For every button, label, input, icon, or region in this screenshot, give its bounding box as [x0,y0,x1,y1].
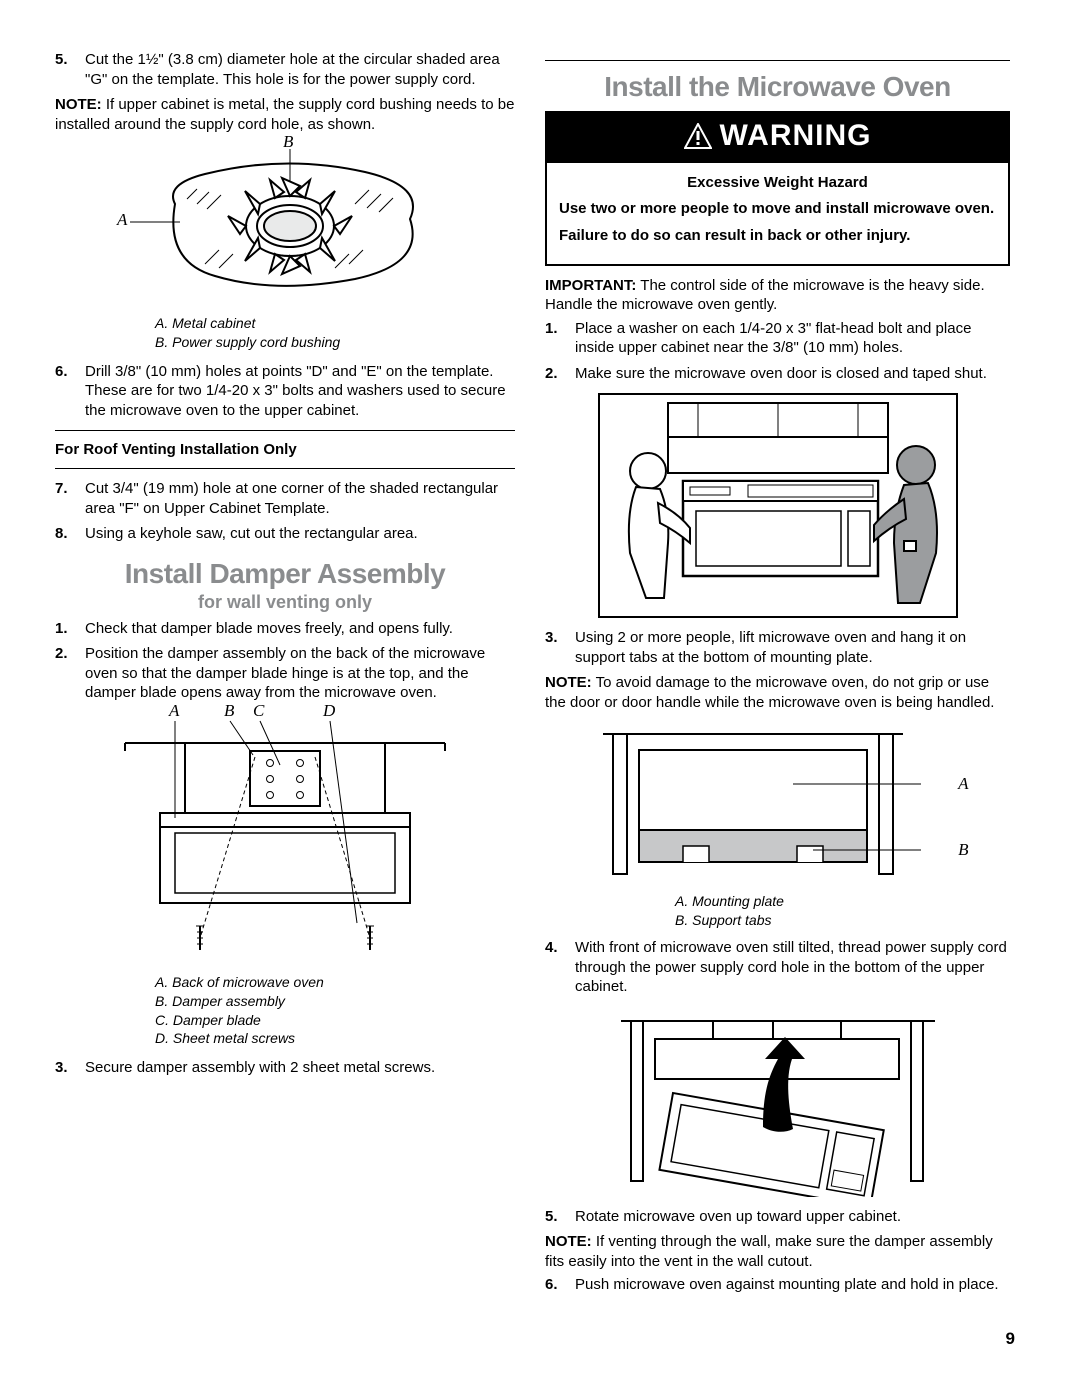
dstep-2: 2. Position the damper assembly on the b… [55,644,515,703]
warn-line-2: Failure to do so can result in back or o… [559,226,996,246]
divider [55,430,515,431]
roof-venting-subhead: For Roof Venting Installation Only [55,441,515,458]
step-8: 8. Using a keyhole saw, cut out the rect… [55,524,515,544]
step-7: 7. Cut 3/4" (19 mm) hole at one corner o… [55,479,515,518]
important-note: IMPORTANT: The control side of the micro… [545,276,1010,315]
rstep-1: 1. Place a washer on each 1/4-20 x 3" fl… [545,319,1010,358]
rstep-2: 2. Make sure the microwave oven door is … [545,364,1010,384]
plate-B: B [958,840,968,860]
rstep-3: 3. Using 2 or more people, lift microwav… [545,628,1010,667]
fig2-D: D [323,701,335,721]
fig-people [545,393,1010,622]
plate-A: A [958,774,968,794]
dstep-3: 3. Secure damper assembly with 2 sheet m… [55,1058,515,1078]
fig-damper: A B C D [55,713,515,967]
damper-heading: Install Damper Assembly [55,558,515,590]
rstep-4: 4. With front of microwave oven still ti… [545,938,1010,997]
fig-label-A: A [117,210,127,230]
fig2-C: C [253,701,264,721]
warning-word: WARNING [720,119,872,153]
install-heading: Install the Microwave Oven [545,71,1010,103]
fig-mounting-plate: A B [545,722,1010,886]
warning-triangle-icon [684,123,712,149]
damper-diagram-icon [105,713,465,963]
fig-bushing: A B [55,144,515,308]
damper-subheading: for wall venting only [55,592,515,613]
note-text: If upper cabinet is metal, the supply co… [55,96,514,133]
people-lift-icon [598,393,958,618]
step-num: 5. [55,50,85,89]
note-1: NOTE: If upper cabinet is metal, the sup… [55,95,515,134]
fig2-B: B [224,701,234,721]
fig2-caption: A. Back of microwave oven B. Damper asse… [155,973,515,1049]
rstep-6: 6. Push microwave oven against mounting … [545,1275,1010,1295]
warning-banner: WARNING [545,111,1010,161]
page-number: 9 [1006,1329,1015,1349]
rstep-5: 5. Rotate microwave oven up toward upper… [545,1207,1010,1227]
fig2-A: A [169,701,179,721]
dstep-1: 1. Check that damper blade moves freely,… [55,619,515,639]
warn-line-1: Use two or more people to move and insta… [559,199,996,219]
warning-box: Excessive Weight Hazard Use two or more … [545,161,1010,266]
step-6: 6. Drill 3/8" (10 mm) holes at points "D… [55,362,515,421]
fig-label-B: B [283,132,293,152]
note-label: NOTE: [55,96,102,113]
fig1-caption: A. Metal cabinet B. Power supply cord bu… [155,314,515,352]
divider [55,468,515,469]
fig-tilt [545,1007,1010,1201]
warn-title: Excessive Weight Hazard [559,173,996,193]
note-2: NOTE: To avoid damage to the microwave o… [545,673,1010,712]
bushing-diagram-icon [125,144,445,304]
tilt-up-icon [613,1007,943,1197]
step-5: 5. Cut the 1½" (3.8 cm) diameter hole at… [55,50,515,89]
plate-caption: A. Mounting plate B. Support tabs [675,892,1010,930]
divider [545,60,1010,61]
step-text: Cut the 1½" (3.8 cm) diameter hole at th… [85,50,515,89]
note-3: NOTE: If venting through the wall, make … [545,1232,1010,1271]
mounting-plate-icon [593,722,963,882]
